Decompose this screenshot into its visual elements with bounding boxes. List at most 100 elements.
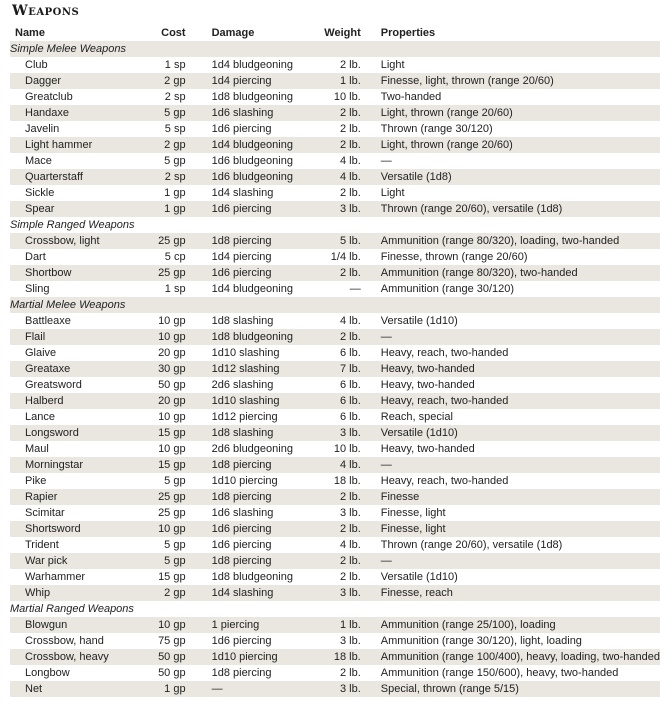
- weapon-damage: 1d4 bludgeoning: [185, 137, 312, 153]
- weapon-weight: 6 lb.: [311, 393, 361, 409]
- weapon-properties: Thrown (range 20/60), versatile (1d8): [360, 201, 660, 217]
- weapon-weight: 3 lb.: [311, 201, 361, 217]
- weapon-name: Lance: [25, 411, 55, 423]
- weapon-properties: Light: [380, 59, 405, 71]
- weapon-damage: 2d6 slashing: [211, 379, 274, 391]
- weapon-weight: 1/4 lb.: [330, 251, 361, 263]
- weapon-damage: 1d10 slashing: [211, 347, 280, 359]
- weapon-cost: 10 gp: [158, 443, 186, 455]
- weapon-properties: Special, thrown (range 5/15): [360, 681, 660, 697]
- weapon-damage: 1d8 bludgeoning: [211, 571, 293, 583]
- weapon-cost: 50 gp: [158, 667, 186, 679]
- weapon-properties: Heavy, two-handed: [380, 379, 475, 391]
- weapon-properties: Finesse, reach: [360, 585, 660, 601]
- weapon-cost: 25 gp: [137, 265, 186, 281]
- weapon-damage: 1d10 piercing: [185, 649, 312, 665]
- weapon-weight: 2 lb.: [339, 187, 361, 199]
- weapon-weight: 4 lb.: [339, 539, 361, 551]
- section-header-row: Martial Ranged Weapons: [10, 601, 660, 617]
- section-header-row: Martial Melee Weapons: [10, 297, 660, 313]
- weapon-name: Greatsword: [25, 379, 82, 391]
- weapon-weight: 3 lb.: [311, 681, 361, 697]
- weapon-name: Maul: [25, 443, 49, 455]
- section-name: Simple Melee Weapons: [10, 41, 660, 57]
- weapon-properties: Thrown (range 20/60), versatile (1d8): [380, 539, 563, 551]
- weapon-cost: 1 sp: [164, 59, 186, 71]
- weapon-cost: 15 gp: [158, 571, 186, 583]
- weapon-name: Quarterstaff: [10, 169, 138, 185]
- weapon-cost: 10 gp: [137, 521, 186, 537]
- weapon-name: Morningstar: [10, 457, 138, 473]
- table-row: Glaive 20 gp 1d10 slashing 6 lb. Heavy, reac…: [10, 345, 660, 361]
- weapon-cost: 20 gp: [158, 347, 186, 359]
- weapon-name: Greataxe: [10, 361, 138, 377]
- table-row: Battleaxe 10 gp 1d8 slashing 4 lb. Versatile…: [10, 313, 660, 329]
- weapon-properties: Light, thrown (range 20/60): [360, 105, 660, 121]
- weapon-damage: 1d6 bludgeoning: [185, 169, 312, 185]
- weapon-damage: 1d4 piercing: [185, 73, 312, 89]
- table-row: Mace 5 gp 1d6 bludgeoning 4 lb. —: [10, 153, 660, 169]
- weapon-cost: 2 sp: [137, 169, 186, 185]
- weapon-name: Sling: [25, 283, 50, 295]
- weapon-cost: 5 gp: [164, 475, 186, 487]
- weapon-weight: 3 lb.: [311, 425, 361, 441]
- weapon-properties: Versatile (1d10): [360, 425, 660, 441]
- weapon-properties: Ammunition (range 30/120): [380, 283, 515, 295]
- table-row: Greataxe 30 gp 1d12 slashing 7 lb. Heavy, tw…: [10, 361, 660, 377]
- weapon-name: Blowgun: [10, 617, 138, 633]
- weapon-cost: 5 sp: [164, 123, 186, 135]
- weapon-damage: 1d10 piercing: [211, 475, 278, 487]
- weapon-properties: —: [360, 457, 660, 473]
- weapon-properties: Finesse: [360, 489, 660, 505]
- table-row: Quarterstaff 2 sp 1d6 bludgeoning 4 lb. Vers…: [10, 169, 660, 185]
- table-row: Blowgun 10 gp 1 piercing 1 lb. Ammunition (r…: [10, 617, 660, 633]
- weapon-damage: 1d8 bludgeoning: [185, 329, 312, 345]
- weapon-name: Club: [25, 59, 48, 71]
- weapon-properties: Finesse, light: [360, 521, 660, 537]
- weapon-damage: 2d6 bludgeoning: [211, 443, 293, 455]
- weapon-damage: 1d4 piercing: [211, 251, 272, 263]
- weapon-cost: 1 gp: [137, 681, 186, 697]
- weapon-name: Whip: [10, 585, 138, 601]
- table-row: Light hammer 2 gp 1d4 bludgeoning 2 lb. Ligh…: [10, 137, 660, 153]
- section-name: Martial Ranged Weapons: [10, 603, 134, 615]
- weapon-damage: 1d8 piercing: [185, 233, 312, 249]
- weapon-damage: 1d6 slashing: [185, 105, 312, 121]
- weapon-weight: 4 lb.: [339, 315, 361, 327]
- weapons-table: Name Cost Damage Weight Properties Simpl…: [10, 24, 660, 697]
- col-properties: Properties: [380, 26, 436, 39]
- weapon-name: Glaive: [25, 347, 57, 359]
- table-row: Shortbow 25 gp 1d6 piercing 2 lb. Ammunition…: [10, 265, 660, 281]
- weapon-cost: 5 cp: [164, 251, 186, 263]
- col-cost: Cost: [161, 26, 186, 39]
- weapon-damage: 1d8 piercing: [211, 667, 272, 679]
- weapon-properties: Heavy, reach, two-handed: [360, 393, 660, 409]
- weapon-weight: 5 lb.: [311, 233, 361, 249]
- table-row: Dagger 2 gp 1d4 piercing 1 lb. Finesse, ligh…: [10, 73, 660, 89]
- weapon-cost: 1 gp: [137, 201, 186, 217]
- weapon-damage: 1d4 slashing: [211, 187, 274, 199]
- weapon-cost: 5 gp: [137, 105, 186, 121]
- weapon-properties: Ammunition (range 80/320), loading, two-…: [360, 233, 660, 249]
- weapon-cost: 75 gp: [158, 635, 186, 647]
- weapon-damage: 1d6 bludgeoning: [211, 155, 293, 167]
- weapon-weight: 3 lb.: [311, 585, 361, 601]
- weapon-weight: 7 lb.: [311, 361, 361, 377]
- table-title: Weapons: [12, 3, 80, 19]
- table-row: Whip 2 gp 1d4 slashing 3 lb. Finesse, reach: [10, 585, 660, 601]
- weapon-cost: 50 gp: [137, 649, 186, 665]
- weapon-properties: Finesse, light: [380, 507, 446, 519]
- weapon-properties: Versatile (1d10): [380, 571, 458, 583]
- table-row: Sling 1 sp 1d4 bludgeoning — Ammunition (ran…: [10, 281, 660, 297]
- weapon-weight: 4 lb.: [311, 457, 361, 473]
- weapon-properties: Versatile (1d10): [380, 315, 458, 327]
- weapon-weight: 6 lb.: [339, 347, 361, 359]
- weapon-weight: 2 lb.: [339, 123, 361, 135]
- col-name: Name: [15, 26, 45, 39]
- weapon-name: War pick: [10, 553, 138, 569]
- weapon-name: Battleaxe: [25, 315, 71, 327]
- weapon-properties: Heavy, two-handed: [360, 361, 660, 377]
- weapon-weight: 6 lb.: [339, 379, 361, 391]
- table-row: Maul 10 gp 2d6 bludgeoning 10 lb. Heavy, two…: [10, 441, 660, 457]
- weapon-cost: 2 gp: [137, 73, 186, 89]
